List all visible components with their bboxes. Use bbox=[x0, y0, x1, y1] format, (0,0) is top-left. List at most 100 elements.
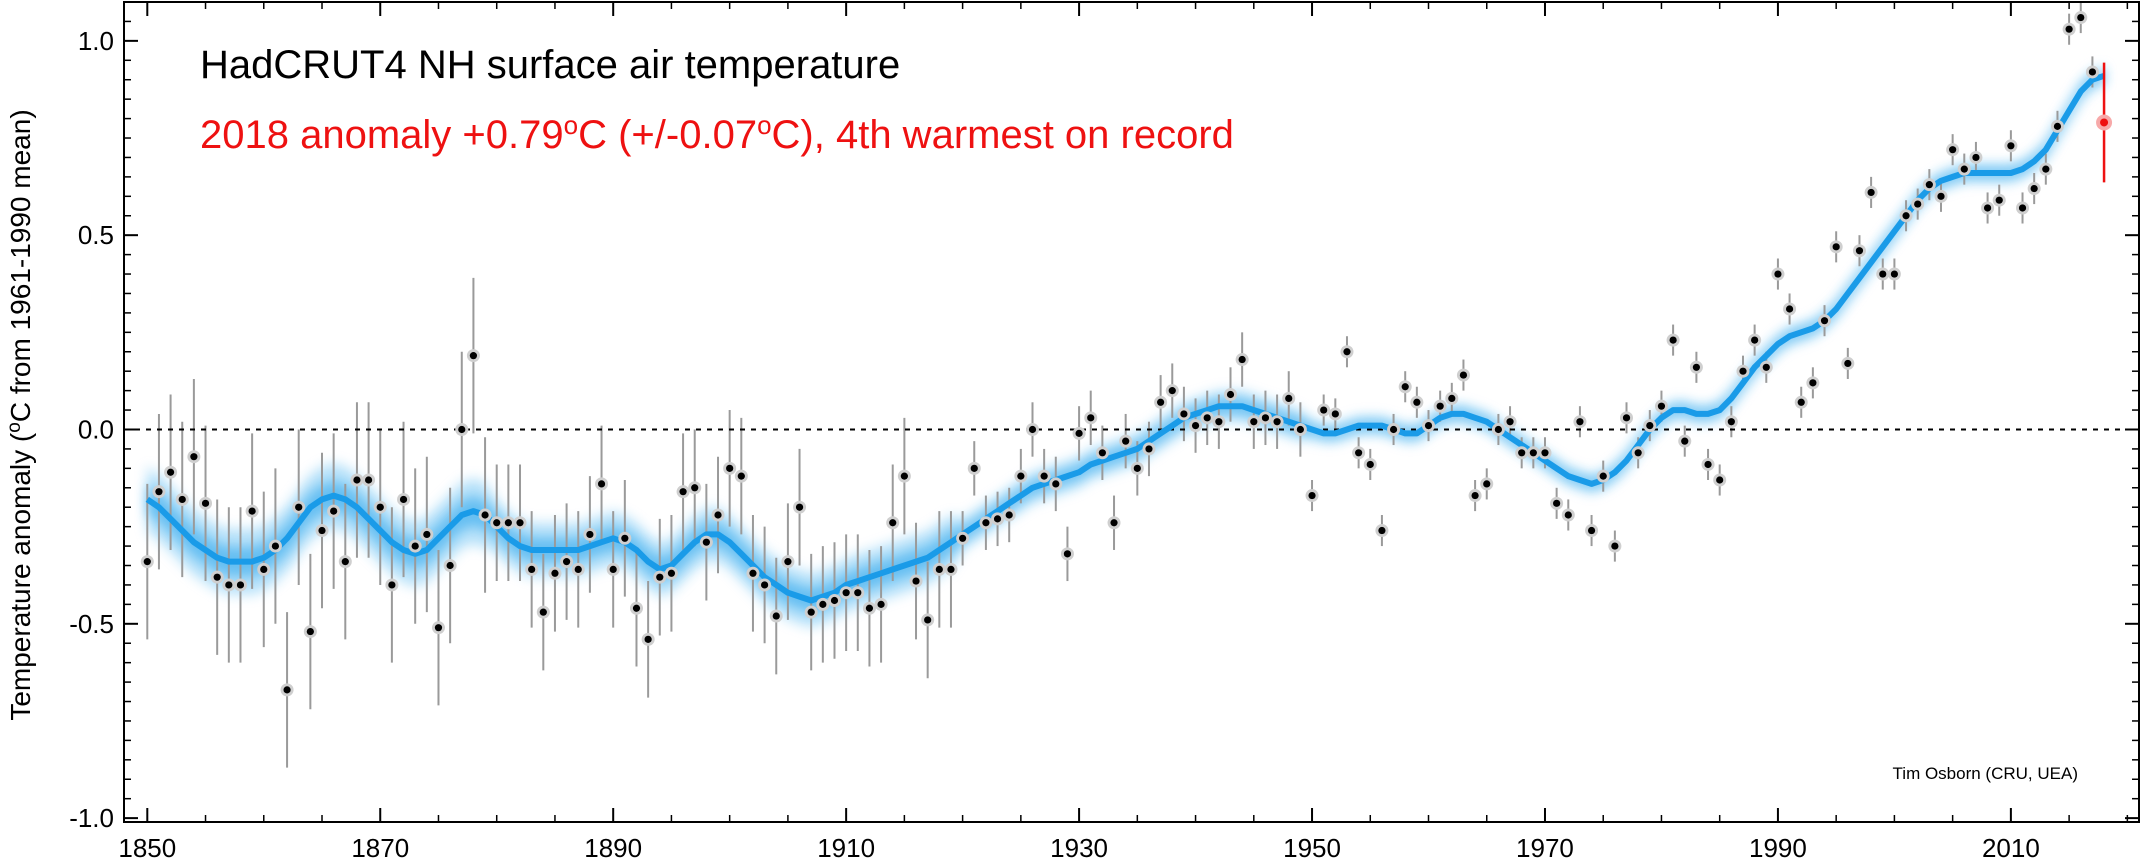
data-point bbox=[1110, 519, 1118, 527]
data-point bbox=[1366, 460, 1374, 469]
data-point bbox=[1739, 367, 1747, 375]
data-point bbox=[481, 511, 489, 519]
y-axis: -1.0 -0.5 0.0 0.5 1.0 bbox=[69, 1, 2139, 833]
y-tick-label: 0.5 bbox=[78, 220, 114, 250]
data-point bbox=[201, 499, 210, 507]
data-point bbox=[376, 503, 384, 511]
data-point bbox=[1995, 196, 2003, 204]
x-tick-label: 1850 bbox=[118, 833, 176, 863]
data-point bbox=[318, 526, 326, 535]
data-point bbox=[1226, 390, 1235, 399]
data-point bbox=[1541, 449, 1549, 457]
data-point bbox=[236, 581, 245, 589]
chart-subtitle: 2018 anomaly +0.79oC (+/-0.07oC), 4th wa… bbox=[200, 110, 1234, 157]
data-point bbox=[306, 627, 314, 636]
data-point bbox=[1331, 410, 1339, 418]
data-point bbox=[656, 573, 664, 581]
data-point bbox=[772, 612, 780, 620]
data-point bbox=[1576, 418, 1584, 426]
data-point bbox=[1122, 437, 1130, 445]
highlight-point bbox=[2100, 118, 2109, 127]
x-tick-label: 1870 bbox=[351, 833, 409, 863]
data-point bbox=[1832, 243, 1840, 251]
data-point bbox=[330, 507, 338, 515]
data-point bbox=[1646, 422, 1654, 430]
data-point bbox=[1168, 387, 1176, 395]
data-point bbox=[737, 472, 745, 480]
x-tick-label: 1930 bbox=[1050, 833, 1108, 863]
data-point bbox=[388, 581, 396, 589]
data-point bbox=[1436, 402, 1444, 410]
data-point bbox=[1459, 371, 1468, 379]
data-point bbox=[271, 542, 280, 550]
credit-text: Tim Osborn (CRU, UEA) bbox=[1893, 764, 2078, 783]
data-point bbox=[411, 542, 419, 550]
data-point bbox=[1145, 445, 1153, 453]
data-point bbox=[2065, 25, 2073, 33]
data-point bbox=[166, 468, 175, 476]
data-point bbox=[1692, 363, 1700, 371]
data-point bbox=[283, 686, 291, 694]
data-point bbox=[1553, 499, 1561, 507]
x-tick-label: 1950 bbox=[1283, 833, 1341, 863]
data-point bbox=[574, 565, 582, 573]
data-point bbox=[1471, 491, 1479, 500]
data-point bbox=[993, 515, 1002, 523]
data-point bbox=[1762, 363, 1770, 371]
data-point bbox=[1389, 425, 1398, 434]
data-point bbox=[900, 472, 908, 480]
data-point bbox=[155, 488, 163, 496]
data-point bbox=[842, 589, 850, 597]
data-point bbox=[248, 507, 256, 515]
data-point bbox=[225, 581, 233, 589]
data-point bbox=[947, 565, 955, 573]
data-point bbox=[1296, 425, 1304, 434]
highlight-2018 bbox=[2096, 62, 2113, 183]
data-point bbox=[1681, 437, 1689, 445]
data-point bbox=[528, 565, 536, 573]
data-point bbox=[539, 608, 547, 616]
data-point bbox=[1902, 212, 1910, 220]
data-point bbox=[1925, 181, 1933, 189]
data-point bbox=[1879, 270, 1887, 278]
data-point bbox=[1017, 472, 1025, 480]
data-point bbox=[1075, 429, 1083, 437]
data-point bbox=[1669, 336, 1677, 344]
data-point bbox=[260, 565, 268, 573]
data-point bbox=[644, 635, 652, 643]
data-point bbox=[621, 534, 629, 542]
smoothed-series bbox=[145, 72, 2106, 604]
data-point bbox=[341, 558, 349, 566]
data-point bbox=[1285, 394, 1293, 402]
data-point bbox=[1238, 355, 1246, 364]
data-point bbox=[877, 600, 885, 608]
data-point bbox=[679, 488, 687, 496]
data-point bbox=[364, 476, 373, 484]
data-point bbox=[1355, 449, 1363, 457]
data-point bbox=[924, 616, 932, 624]
data-point bbox=[2042, 165, 2050, 173]
data-point bbox=[1087, 414, 1095, 422]
data-point bbox=[423, 530, 431, 539]
data-point bbox=[493, 519, 501, 527]
data-point bbox=[970, 464, 978, 472]
data-point bbox=[1320, 406, 1328, 414]
data-point bbox=[714, 511, 722, 519]
data-point bbox=[1890, 270, 1899, 278]
data-point bbox=[691, 484, 699, 492]
data-point bbox=[1040, 472, 1048, 480]
data-point bbox=[2007, 142, 2015, 150]
data-point bbox=[1483, 480, 1491, 488]
data-point bbox=[1809, 379, 1817, 387]
data-point bbox=[563, 558, 571, 566]
data-point bbox=[446, 561, 454, 570]
data-point bbox=[1727, 418, 1735, 426]
data-point bbox=[1657, 402, 1666, 410]
data-point bbox=[819, 600, 827, 608]
data-point bbox=[1005, 511, 1013, 519]
data-point bbox=[2030, 184, 2038, 193]
data-point bbox=[178, 495, 186, 504]
data-point bbox=[504, 519, 512, 527]
data-point bbox=[213, 573, 221, 581]
data-point bbox=[854, 589, 862, 597]
